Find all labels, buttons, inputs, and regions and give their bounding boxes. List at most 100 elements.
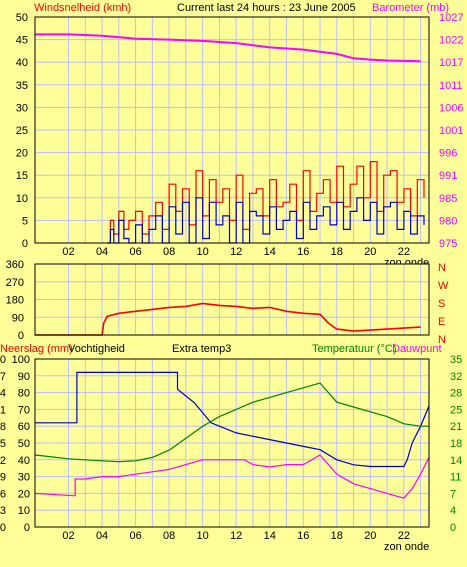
wind-plot-frame bbox=[34, 16, 430, 244]
baro-tick-label: 1027 bbox=[439, 12, 463, 24]
x-tick-label: 14 bbox=[264, 246, 276, 258]
x-tick-label: 08 bbox=[163, 530, 175, 542]
x-tick-label: 20 bbox=[364, 246, 376, 258]
wind-tick-label: 35 bbox=[16, 80, 28, 92]
temperature-axis-title: Temperatuur (°C) bbox=[312, 343, 396, 355]
temp-tick-label: 28 bbox=[450, 388, 462, 400]
rain-tick-label: 15 bbox=[0, 438, 6, 450]
compass-label: S bbox=[438, 298, 445, 310]
x-tick-label: 22 bbox=[398, 246, 410, 258]
humidity-tick-label: 30 bbox=[18, 472, 30, 484]
humidity-axis-title: Vochtigheid bbox=[68, 343, 125, 355]
humidity-tick-label: 40 bbox=[18, 455, 30, 467]
rain-tick-label: 18 bbox=[0, 421, 6, 433]
baro-tick-label: 991 bbox=[439, 170, 457, 182]
wind-tick-label: 10 bbox=[16, 193, 28, 205]
wind-direction-series bbox=[35, 302, 421, 336]
x-tick-label: 06 bbox=[129, 246, 141, 258]
x-tick-label: 16 bbox=[297, 246, 309, 258]
extra-temp-label: Extra temp3 bbox=[172, 343, 231, 355]
compass-label: N bbox=[438, 262, 446, 274]
temp-tick-label: 7 bbox=[450, 488, 456, 500]
direction-tick-label: 360 bbox=[6, 259, 24, 271]
x-tick-label: 12 bbox=[230, 246, 242, 258]
temp-tick-label: 35 bbox=[450, 354, 462, 366]
humidity-tick-label: 50 bbox=[18, 438, 30, 450]
x-tick-label: 20 bbox=[364, 530, 376, 542]
compass-label: E bbox=[438, 316, 445, 328]
dewpoint-series bbox=[34, 454, 430, 499]
x-tick-label: 14 bbox=[264, 530, 276, 542]
rain-tick-label: 9 bbox=[0, 472, 6, 484]
wind-tick-label: 25 bbox=[16, 125, 28, 137]
compass-label: N bbox=[438, 334, 446, 346]
compass-label: W bbox=[438, 280, 449, 292]
wind-tick-label: 30 bbox=[16, 102, 28, 114]
x-tick-label: 06 bbox=[129, 530, 141, 542]
wind-tick-label: 5 bbox=[22, 215, 28, 227]
humidity-tick-label: 0 bbox=[24, 522, 30, 534]
baro-tick-label: 985 bbox=[439, 193, 457, 205]
humidity-tick-label: 100 bbox=[12, 354, 30, 366]
wind-tick-label: 50 bbox=[16, 12, 28, 24]
x-tick-label: 10 bbox=[197, 246, 209, 258]
temp-tick-label: 14 bbox=[450, 455, 462, 467]
baro-tick-label: 1006 bbox=[439, 102, 463, 114]
rain-tick-label: 3 bbox=[0, 505, 6, 517]
humidity-tick-label: 70 bbox=[18, 404, 30, 416]
baro-tick-label: 1017 bbox=[439, 57, 463, 69]
x-tick-label: 02 bbox=[62, 246, 74, 258]
rain-axis-title: Neerslag (mm) bbox=[0, 343, 73, 355]
wind-tick-label: 40 bbox=[16, 57, 28, 69]
temp-tick-label: 11 bbox=[450, 472, 461, 484]
humidity-tick-label: 20 bbox=[18, 488, 30, 500]
x-axis-label: zon onde bbox=[384, 541, 429, 553]
wind-tick-label: 0 bbox=[22, 238, 28, 250]
rain-tick-label: 24 bbox=[0, 388, 6, 400]
direction-tick-label: 270 bbox=[6, 277, 24, 289]
temp-tick-label: 32 bbox=[450, 371, 462, 383]
x-tick-label: 16 bbox=[297, 530, 309, 542]
wind-gust-series bbox=[107, 161, 425, 244]
rain-tick-label: 0 bbox=[0, 522, 6, 534]
temp-tick-label: 18 bbox=[450, 438, 462, 450]
chart-title: Current last 24 hours : 23 June 2005 bbox=[177, 2, 356, 14]
barometer-series bbox=[35, 33, 421, 63]
direction-plot-frame bbox=[34, 263, 430, 336]
dewpoint-axis-title: Dauwpunt bbox=[392, 343, 442, 355]
x-tick-label: 22 bbox=[398, 530, 410, 542]
baro-tick-label: 980 bbox=[439, 215, 457, 227]
humidity-series bbox=[35, 371, 430, 468]
rain-tick-label: 27 bbox=[0, 371, 6, 383]
rain-tick-label: 21 bbox=[0, 404, 6, 416]
wind-avg-series bbox=[107, 197, 425, 244]
rain-tick-label: 12 bbox=[0, 455, 6, 467]
temp-tick-label: 0 bbox=[450, 522, 456, 534]
barometer-axis-title: Barometer (mb) bbox=[372, 2, 449, 14]
rain-tick-label: 6 bbox=[0, 488, 6, 500]
direction-tick-label: 180 bbox=[6, 295, 24, 307]
baro-tick-label: 996 bbox=[439, 148, 457, 160]
temp-tick-label: 4 bbox=[450, 505, 456, 517]
rain-tick-label: 30 bbox=[0, 354, 6, 366]
wind-axis-title: Windsnelheid (kmh) bbox=[34, 2, 131, 14]
x-tick-label: 04 bbox=[96, 530, 108, 542]
wind-barometer-panel: 0 5 10 15 20 25 30 35 40 45 50 975 980 985 991 996 1001 1… bbox=[16, 12, 464, 269]
humidity-plot-frame bbox=[34, 358, 430, 528]
wind-tick-label: 45 bbox=[16, 35, 28, 47]
baro-tick-label: 1001 bbox=[439, 125, 463, 137]
wind-tick-label: 15 bbox=[16, 170, 28, 182]
x-tick-label: 04 bbox=[96, 246, 108, 258]
direction-tick-label: 90 bbox=[12, 312, 24, 324]
x-tick-label: 18 bbox=[331, 530, 343, 542]
baro-tick-label: 975 bbox=[439, 238, 457, 250]
humidity-tick-label: 80 bbox=[18, 388, 30, 400]
humidity-tick-label: 60 bbox=[18, 421, 30, 433]
x-tick-label: 02 bbox=[62, 530, 74, 542]
x-tick-label: 10 bbox=[197, 530, 209, 542]
humidity-tick-label: 10 bbox=[18, 505, 30, 517]
temp-tick-label: 21 bbox=[450, 421, 462, 433]
rain-humidity-temp-panel: 0369121518212427300102030405060708090100… bbox=[0, 354, 462, 553]
